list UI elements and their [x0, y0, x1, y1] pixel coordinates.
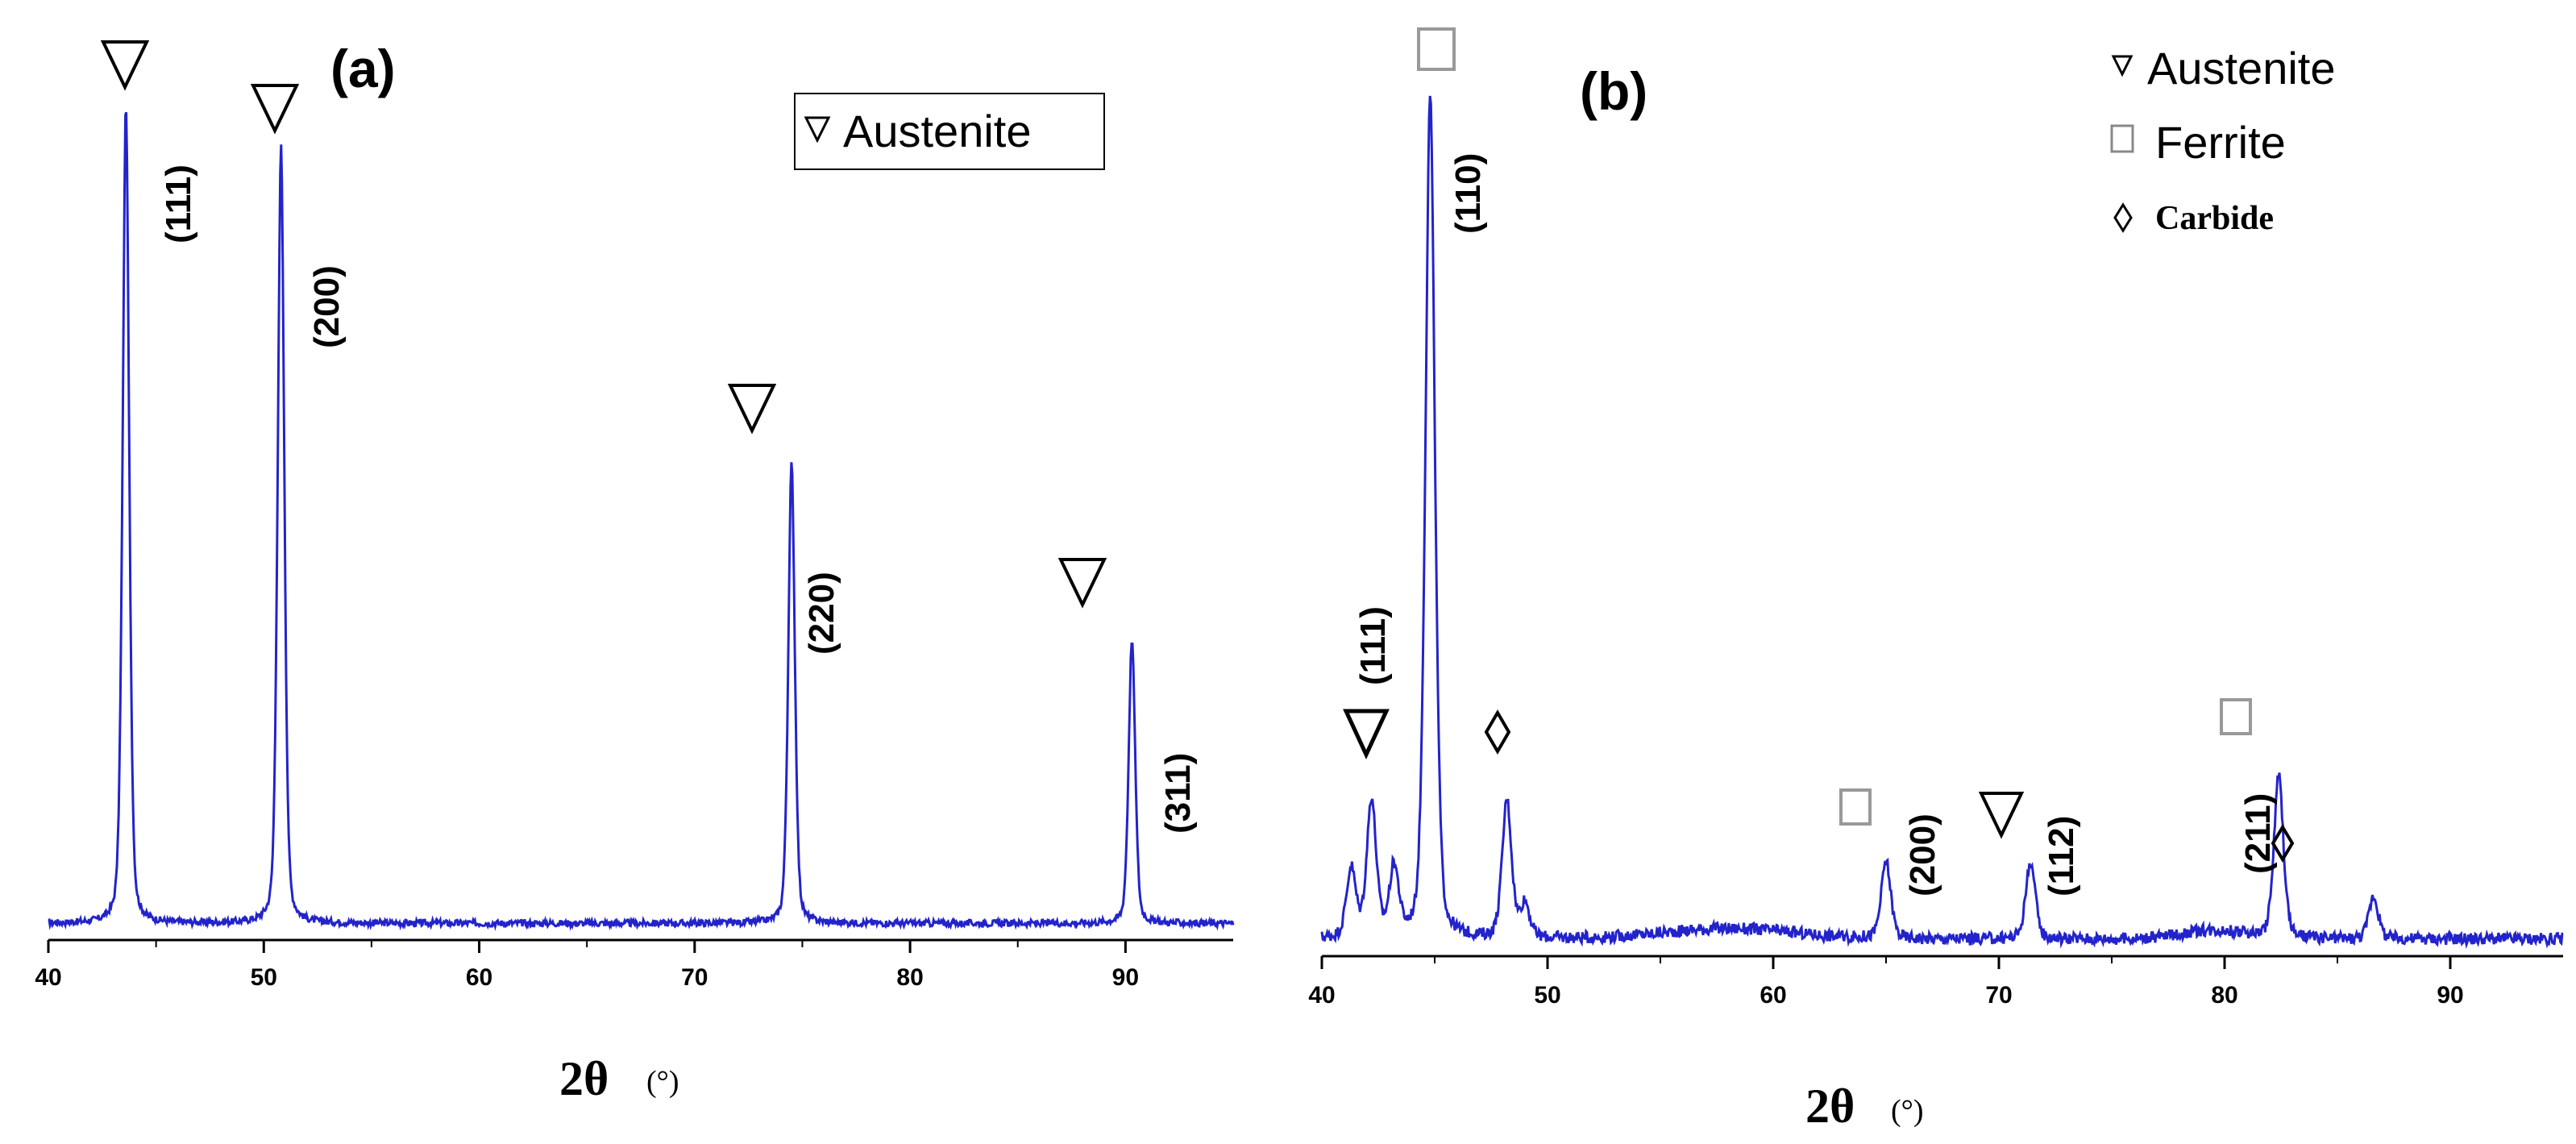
triangle-down-icon — [1343, 709, 1390, 759]
triangle-down-icon — [804, 116, 831, 144]
x-tick-label: 70 — [681, 964, 708, 991]
square-icon — [2220, 698, 2252, 735]
x-axis-label-main-b: 2θ — [1805, 1080, 1855, 1133]
peak-label-110-b: (110) — [1448, 153, 1488, 234]
plot-area-b — [1320, 95, 2564, 958]
x-tick-label: 60 — [1760, 982, 1786, 1009]
panel-label-b: (b) — [1580, 61, 1647, 121]
x-tick-label: 40 — [1308, 982, 1335, 1009]
x-axis-label-unit-a: (°) — [646, 1065, 679, 1099]
legend-label-ferrite-b: Ferrite — [2155, 117, 2286, 168]
triangle-down-icon — [2111, 55, 2134, 77]
plot-area-a — [48, 111, 1235, 942]
x-tick-label: 50 — [251, 964, 277, 991]
diamond-icon — [2113, 202, 2133, 233]
x-tick-label: 90 — [2437, 982, 2463, 1009]
peak-label-111-a: (111) — [159, 164, 198, 243]
peak-label-200-a: (200) — [307, 265, 347, 348]
xrd-pattern-line — [48, 111, 1235, 932]
chart-panel-b: 40 50 60 70 80 90 (b) Austenite Ferrite Carbi… — [1290, 0, 2576, 1144]
chart-panel-a: 40 50 60 70 80 90 (a) Austenite (111) (200) (… — [35, 39, 1235, 1105]
triangle-down-icon — [250, 84, 300, 135]
peak-label-211-b: (211) — [2238, 793, 2278, 874]
legend-a: Austenite — [794, 93, 1105, 170]
legend-box-a — [794, 93, 1105, 170]
peak-label-112-b: (112) — [2042, 816, 2081, 896]
x-axis-label-b: 2θ (°) — [1805, 1080, 1924, 1133]
diamond-icon — [1484, 709, 1511, 755]
x-tick-label: 60 — [466, 964, 492, 991]
triangle-down-icon — [727, 384, 777, 435]
x-tick-label: 70 — [1985, 982, 2012, 1009]
x-tick-label: 80 — [2211, 982, 2237, 1009]
panel-label-a: (a) — [330, 39, 396, 98]
triangle-down-icon — [100, 40, 150, 91]
triangle-down-icon — [1057, 558, 1107, 609]
legend-label-austenite-b: Austenite — [2147, 43, 2336, 94]
peak-label-111-b: (111) — [1353, 606, 1393, 685]
x-tick-label: 40 — [35, 964, 61, 991]
peak-label-220-a: (220) — [802, 572, 841, 655]
square-icon — [1839, 788, 1872, 826]
xrd-chart-a: 40 50 60 70 80 90 (a) Austenite (111) (200) (… — [35, 39, 1235, 1105]
peak-markers-b — [1343, 27, 2295, 863]
x-axis-label-unit-b: (°) — [1891, 1094, 1924, 1128]
peak-markers-a — [100, 40, 1107, 609]
x-tick-label: 90 — [1112, 964, 1139, 991]
x-ticks-b: 40 50 60 70 80 90 — [1308, 956, 2464, 1009]
xrd-pattern-line — [1320, 95, 2564, 949]
x-tick-label: 80 — [896, 964, 923, 991]
xrd-chart-b: 40 50 60 70 80 90 (b) Austenite Ferrite Carbi… — [1308, 27, 2564, 1133]
peak-label-200-b: (200) — [1903, 813, 1942, 896]
diamond-icon — [2271, 824, 2295, 863]
x-tick-label: 50 — [1534, 982, 1560, 1009]
x-ticks-a: 40 50 60 70 80 90 — [35, 940, 1139, 991]
x-axis-label-main-a: 2θ — [559, 1052, 609, 1105]
legend-b: Austenite Ferrite Carbide — [2110, 43, 2336, 237]
peak-label-311-a: (311) — [1158, 753, 1198, 834]
square-icon — [2110, 124, 2134, 153]
x-axis-label-a: 2θ (°) — [559, 1052, 679, 1105]
triangle-down-icon — [1978, 792, 2025, 839]
legend-label-austenite-a: Austenite — [843, 106, 1032, 156]
square-icon — [1417, 27, 1456, 71]
legend-label-carbide-b: Carbide — [2155, 200, 2274, 237]
